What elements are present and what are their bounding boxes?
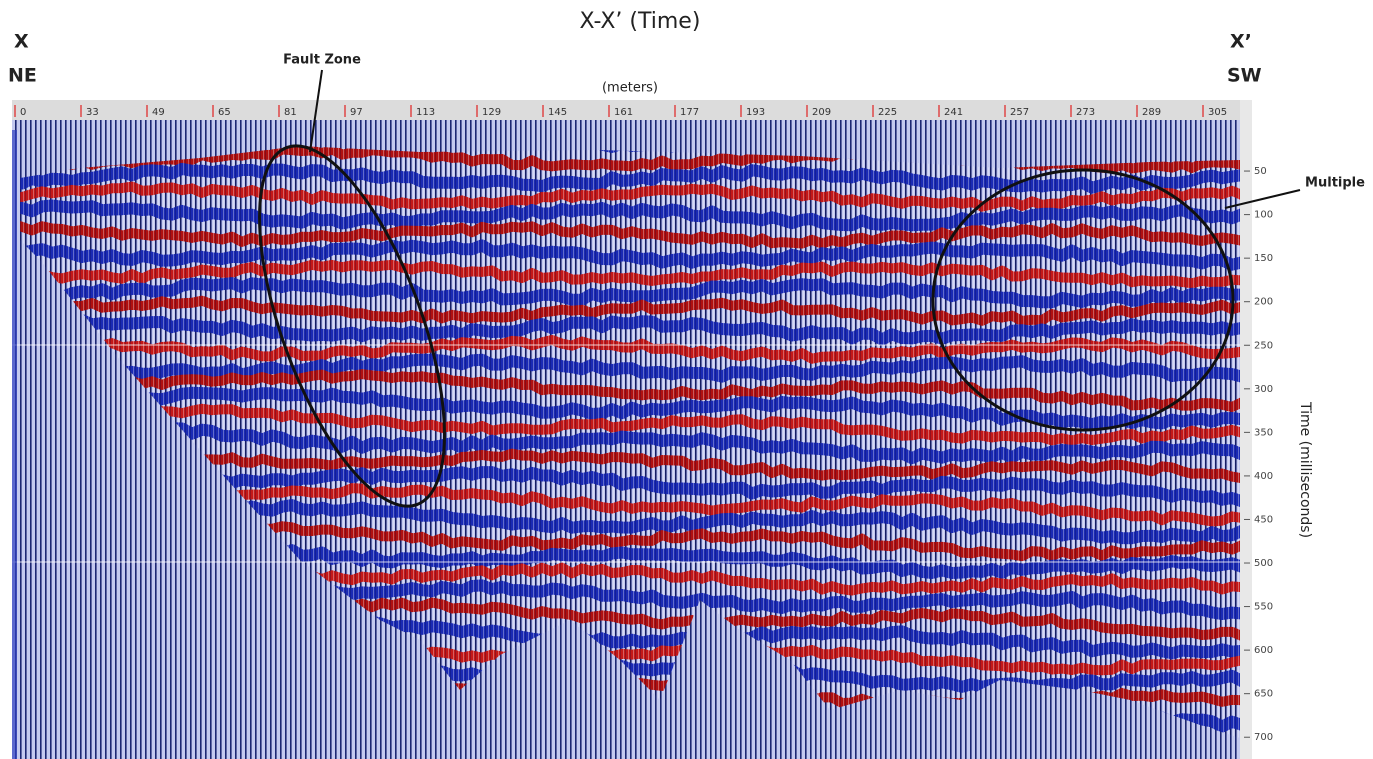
x-tick-label: 241 bbox=[944, 107, 963, 118]
x-tick-label: 49 bbox=[152, 107, 165, 118]
x-tick-label: 65 bbox=[218, 107, 231, 118]
y-axis-strip bbox=[1240, 100, 1252, 759]
y-tick-label: 500 bbox=[1254, 558, 1273, 569]
x-tick-label: 161 bbox=[614, 107, 633, 118]
end-direction: NE bbox=[8, 65, 37, 87]
x-axis-label: (meters) bbox=[602, 81, 658, 96]
y-tick-label: 100 bbox=[1254, 210, 1273, 221]
end-label: X’ bbox=[1230, 31, 1252, 53]
x-tick-label: 33 bbox=[86, 107, 99, 118]
x-tick-label: 305 bbox=[1208, 107, 1227, 118]
y-tick-label: 50 bbox=[1254, 166, 1267, 177]
x-tick-label: 193 bbox=[746, 107, 765, 118]
y-tick-label: 550 bbox=[1254, 602, 1273, 613]
x-tick-label: 81 bbox=[284, 107, 297, 118]
y-tick-label: 400 bbox=[1254, 471, 1273, 482]
x-tick-label: 225 bbox=[878, 107, 897, 118]
y-tick-label: 150 bbox=[1254, 253, 1273, 264]
edge-trace bbox=[12, 130, 17, 759]
x-tick-label: 289 bbox=[1142, 107, 1161, 118]
multiple-label: Multiple bbox=[1305, 176, 1365, 191]
y-axis-label: Time (milliseconds) bbox=[1297, 401, 1313, 538]
x-tick-label: 209 bbox=[812, 107, 831, 118]
fault-zone-label: Fault Zone bbox=[283, 53, 361, 68]
x-tick-label: 0 bbox=[20, 107, 26, 118]
end-direction: SW bbox=[1227, 65, 1262, 87]
y-tick-label: 200 bbox=[1254, 297, 1273, 308]
end-label: X bbox=[14, 31, 29, 53]
x-tick-label: 113 bbox=[416, 107, 435, 118]
x-tick-label: 257 bbox=[1010, 107, 1029, 118]
x-tick-label: 129 bbox=[482, 107, 501, 118]
y-tick-label: 600 bbox=[1254, 645, 1273, 656]
x-tick-label: 273 bbox=[1076, 107, 1095, 118]
x-tick-label: 145 bbox=[548, 107, 567, 118]
y-tick-label: 250 bbox=[1254, 340, 1273, 351]
y-tick-label: 300 bbox=[1254, 384, 1273, 395]
seismic-figure: X-X’ (Time) X NE X’ SW Fault Zone Multip… bbox=[0, 0, 1373, 759]
x-tick-label: 97 bbox=[350, 107, 363, 118]
y-tick-label: 700 bbox=[1254, 732, 1273, 743]
title: X-X’ (Time) bbox=[580, 9, 701, 34]
y-tick-label: 350 bbox=[1254, 427, 1273, 438]
y-tick-label: 450 bbox=[1254, 514, 1273, 525]
y-tick-label: 650 bbox=[1254, 689, 1273, 700]
x-tick-label: 177 bbox=[680, 107, 699, 118]
